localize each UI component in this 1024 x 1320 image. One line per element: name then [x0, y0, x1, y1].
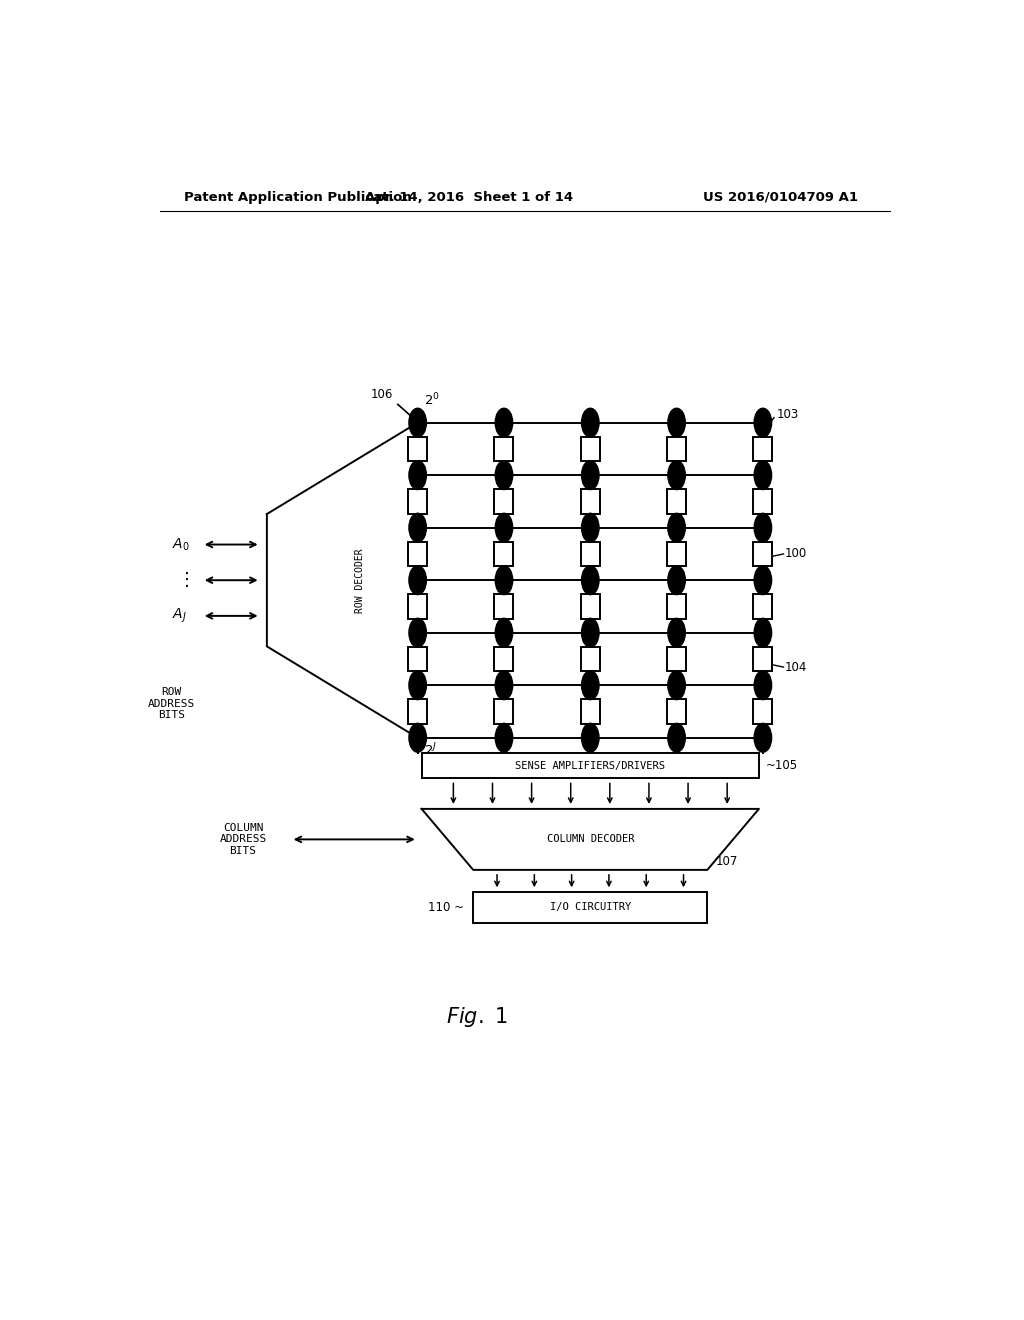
Bar	[581, 437, 600, 461]
Ellipse shape	[668, 723, 685, 752]
Text: ⋮: ⋮	[178, 572, 196, 589]
Ellipse shape	[582, 618, 599, 647]
Ellipse shape	[668, 618, 685, 647]
Bar	[495, 594, 513, 619]
Ellipse shape	[409, 566, 426, 594]
Bar	[754, 594, 772, 619]
Polygon shape	[267, 422, 418, 738]
Bar	[409, 490, 427, 513]
Bar	[409, 700, 427, 723]
Ellipse shape	[668, 566, 685, 594]
Ellipse shape	[409, 408, 426, 437]
Bar	[495, 490, 513, 513]
Bar	[754, 647, 772, 671]
Bar	[754, 437, 772, 461]
Polygon shape	[422, 809, 759, 870]
Ellipse shape	[754, 618, 772, 647]
Ellipse shape	[668, 671, 685, 700]
Bar	[409, 437, 427, 461]
Ellipse shape	[582, 566, 599, 594]
Ellipse shape	[754, 566, 772, 594]
Ellipse shape	[496, 408, 513, 437]
Text: Patent Application Publication: Patent Application Publication	[183, 190, 412, 203]
Bar	[495, 700, 513, 723]
Bar	[754, 700, 772, 723]
Bar	[495, 541, 513, 566]
Ellipse shape	[668, 513, 685, 543]
Text: ROW DECODER: ROW DECODER	[355, 548, 366, 612]
Ellipse shape	[409, 618, 426, 647]
Text: $\mathit{Fig.}$$\mathit{\ 1}$: $\mathit{Fig.}$$\mathit{\ 1}$	[446, 1006, 508, 1030]
Text: 106: 106	[371, 388, 393, 401]
Text: $A_J$: $A_J$	[172, 607, 186, 626]
Text: 100: 100	[785, 548, 807, 561]
Ellipse shape	[582, 723, 599, 752]
Ellipse shape	[496, 723, 513, 752]
Text: $A_0$: $A_0$	[172, 536, 189, 553]
Ellipse shape	[409, 461, 426, 490]
Text: $2^J$: $2^J$	[424, 742, 437, 759]
Text: 103: 103	[777, 408, 800, 421]
Bar	[409, 594, 427, 619]
Text: I/O CIRCUITRY: I/O CIRCUITRY	[550, 903, 631, 912]
Ellipse shape	[582, 513, 599, 543]
Bar	[667, 700, 686, 723]
Bar	[581, 490, 600, 513]
Ellipse shape	[409, 671, 426, 700]
Ellipse shape	[496, 461, 513, 490]
Bar	[667, 490, 686, 513]
Text: US 2016/0104709 A1: US 2016/0104709 A1	[703, 190, 858, 203]
Ellipse shape	[754, 513, 772, 543]
Text: COLUMN
ADDRESS
BITS: COLUMN ADDRESS BITS	[219, 822, 266, 855]
Bar	[667, 437, 686, 461]
Bar	[581, 541, 600, 566]
Bar	[409, 647, 427, 671]
Ellipse shape	[496, 513, 513, 543]
Text: ~105: ~105	[765, 759, 798, 772]
Text: $2^0$: $2^0$	[424, 392, 440, 408]
Bar	[754, 541, 772, 566]
Ellipse shape	[409, 513, 426, 543]
Ellipse shape	[754, 461, 772, 490]
Ellipse shape	[582, 461, 599, 490]
Ellipse shape	[582, 671, 599, 700]
Bar	[667, 594, 686, 619]
Ellipse shape	[409, 723, 426, 752]
Ellipse shape	[668, 408, 685, 437]
Ellipse shape	[754, 723, 772, 752]
Bar	[409, 541, 427, 566]
Bar	[473, 892, 708, 923]
Bar	[495, 437, 513, 461]
Bar	[581, 647, 600, 671]
Ellipse shape	[582, 408, 599, 437]
Ellipse shape	[668, 461, 685, 490]
Text: 110 ~: 110 ~	[428, 902, 464, 913]
Ellipse shape	[496, 671, 513, 700]
Text: 107: 107	[715, 855, 737, 869]
Bar	[422, 752, 759, 779]
Ellipse shape	[496, 618, 513, 647]
Bar	[667, 647, 686, 671]
Bar	[581, 700, 600, 723]
Text: 104: 104	[785, 660, 808, 673]
Bar	[754, 490, 772, 513]
Bar	[495, 647, 513, 671]
Ellipse shape	[496, 566, 513, 594]
Text: COLUMN DECODER: COLUMN DECODER	[547, 834, 634, 845]
Ellipse shape	[754, 408, 772, 437]
Text: Apr. 14, 2016  Sheet 1 of 14: Apr. 14, 2016 Sheet 1 of 14	[366, 190, 573, 203]
Bar	[667, 541, 686, 566]
Ellipse shape	[754, 671, 772, 700]
Text: ROW
ADDRESS
BITS: ROW ADDRESS BITS	[148, 686, 196, 721]
Bar	[581, 594, 600, 619]
Text: SENSE AMPLIFIERS/DRIVERS: SENSE AMPLIFIERS/DRIVERS	[515, 760, 666, 771]
